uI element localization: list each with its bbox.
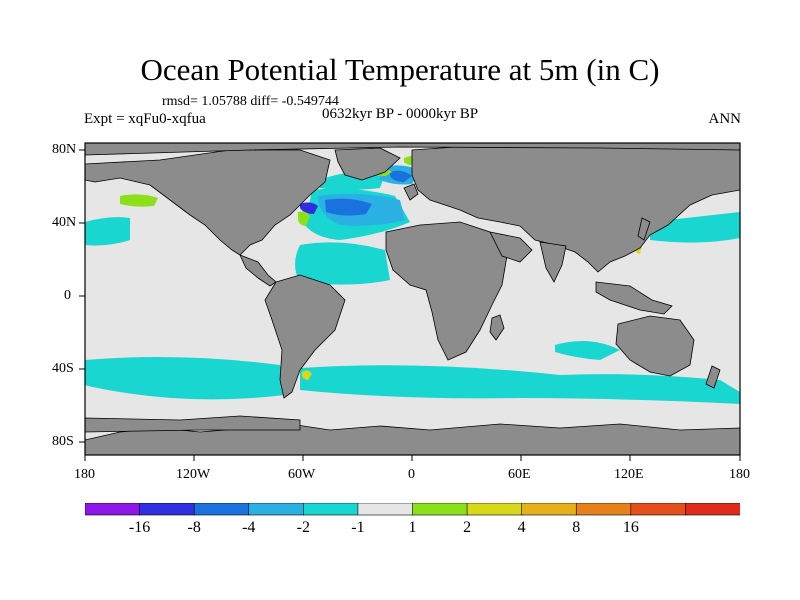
pacific-warm <box>120 194 158 207</box>
south-america <box>264 274 346 399</box>
colorbar <box>85 503 740 516</box>
colorbar-tick-label: -16 <box>128 519 151 536</box>
colorbar-swatch <box>412 503 468 516</box>
new-zealand <box>705 365 721 389</box>
colorbar-tick-label: 1 <box>408 519 417 536</box>
y-tick-label: 40N <box>52 215 77 230</box>
deep-cool-anomaly-regions <box>300 202 318 214</box>
india <box>539 241 567 283</box>
colorbar-swatch <box>248 503 305 516</box>
colorbar-tick-label: 8 <box>572 519 581 536</box>
x-tick-label: 60E <box>508 467 531 482</box>
arabia <box>489 231 533 263</box>
tropical-atlantic-band <box>295 242 390 285</box>
southern-ocean-band <box>85 356 285 400</box>
greenland <box>334 147 401 181</box>
period-label: 0632kyr BP - 0000kyr BP <box>322 106 479 122</box>
labrador-core <box>390 170 412 182</box>
pacific-north-band <box>85 217 130 246</box>
x-tick-label: 60W <box>288 467 316 482</box>
southern-shelf <box>85 415 301 433</box>
y-tick-label: 40S <box>52 361 74 376</box>
north-america <box>85 149 331 256</box>
colorbar-tick-label: 2 <box>463 519 472 536</box>
colorbar-tick-label: -4 <box>242 519 256 536</box>
indian-ocean-patch <box>555 341 620 360</box>
colorbar-swatch <box>303 503 359 516</box>
argentina-warm <box>302 370 312 380</box>
antarctica <box>85 423 740 455</box>
se-asia-islands <box>595 281 673 315</box>
y-tick-label: 80N <box>52 142 77 157</box>
season-label: ANN <box>708 111 742 127</box>
colorbar-swatch <box>193 503 250 516</box>
arctic-land <box>85 143 740 156</box>
north-atlantic-core <box>325 198 372 216</box>
colorbar-tick-label: -1 <box>351 519 365 536</box>
madagascar <box>489 314 505 341</box>
central-america <box>239 254 277 287</box>
y-tick-label: 0 <box>64 288 71 303</box>
x-tick-label: 0 <box>408 467 415 482</box>
colorbar-swatch <box>685 503 740 516</box>
x-tick-label: 120E <box>614 467 644 482</box>
colorbar-swatch <box>357 503 414 516</box>
south-atlantic-indian-band <box>300 365 740 404</box>
atlantic-warm <box>298 211 310 226</box>
strong-cool-anomaly-regions <box>325 170 412 216</box>
deep-cool-spot <box>300 202 318 214</box>
africa <box>385 221 509 361</box>
colorbar-tick-label: -2 <box>296 519 310 536</box>
rmsd-diff-stats: rmsd= 1.05788 diff= -0.549744 <box>162 94 339 109</box>
australia <box>615 315 695 377</box>
colorbar-tick-label: 4 <box>517 519 526 536</box>
colorbar-tick-label: 16 <box>622 519 639 536</box>
colorbar-swatch <box>575 503 632 516</box>
japan <box>637 217 651 241</box>
axis-ticks <box>79 149 741 461</box>
x-tick-label: 120W <box>176 467 211 482</box>
x-tick-label: 180 <box>74 467 95 482</box>
y-tick-label: 80S <box>52 434 74 449</box>
map-plot-area <box>85 143 740 455</box>
colorbar-swatch <box>85 503 141 516</box>
colorbar-swatch <box>466 503 523 516</box>
map-title: Ocean Potential Temperature at 5m (in C) <box>140 52 660 87</box>
land-masses <box>85 143 740 455</box>
eurasia <box>411 143 740 273</box>
x-tick-label: 180 <box>729 467 750 482</box>
colorbar-tick-label: -8 <box>187 519 201 536</box>
experiment-label: Expt = xqFu0-xqfua <box>84 111 206 127</box>
colorbar-swatch <box>630 503 687 516</box>
colorbar-swatch <box>139 503 195 516</box>
scandinavia-britain <box>403 183 419 201</box>
colorbar-swatch <box>521 503 578 516</box>
